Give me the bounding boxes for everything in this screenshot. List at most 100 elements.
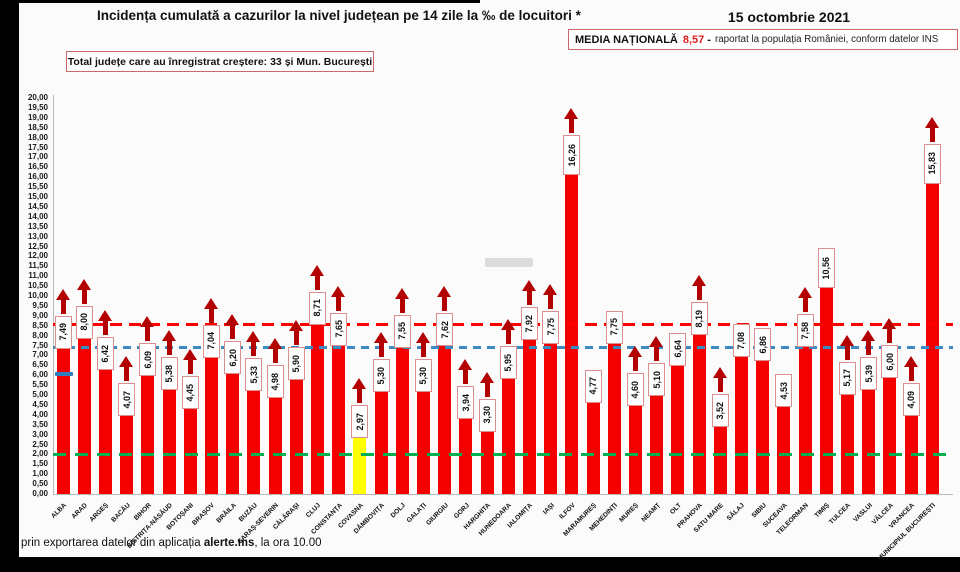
value-label-box: 7,08	[732, 323, 750, 357]
y-axis-tick: 15,50	[27, 182, 48, 192]
y-axis-tick: 0,50	[32, 479, 48, 489]
y-axis-tick: 5,50	[32, 380, 48, 390]
increase-arrow-icon	[649, 336, 664, 362]
x-axis-line	[53, 494, 953, 495]
report-date: 15 octombrie 2021	[727, 9, 851, 25]
value-label-box: 8,71	[308, 291, 326, 325]
increase-arrow-icon	[415, 332, 431, 358]
value-label-box: 4,45	[181, 375, 199, 409]
increase-arrow-icon	[903, 356, 919, 382]
increase-arrow-icon	[712, 367, 728, 393]
national-average-box: MEDIA NAȚIONALĂ 8,57 - raportat la popul…	[568, 29, 958, 50]
slide: Incidența cumulată a cazurilor la nivel …	[19, 0, 960, 563]
value-label-box: 5,90	[287, 347, 305, 381]
y-axis-tick: 0,00	[32, 489, 48, 498]
national-average-label: MEDIA NAȚIONALĂ	[575, 33, 678, 46]
increase-arrow-icon	[331, 285, 346, 311]
y-axis-tick: 7,50	[32, 340, 48, 350]
y-axis-tick: 11,00	[28, 271, 48, 281]
y-axis-tick: 3,50	[32, 419, 48, 429]
y-axis-tick: 5,00	[32, 390, 48, 399]
value-label-box: 4,98	[266, 365, 284, 399]
y-axis-tick: 12,50	[27, 241, 48, 251]
value-label-box: 8,19	[690, 301, 708, 335]
value-label-box: 7,65	[330, 312, 348, 346]
increase-arrow-icon	[309, 264, 325, 290]
y-axis-tick: 14,00	[27, 211, 48, 221]
y-axis-tick: 18,50	[27, 122, 48, 132]
y-axis-tick: 4,00	[32, 409, 48, 419]
increase-arrow-icon	[839, 334, 855, 360]
reference-line-reference-green	[53, 452, 953, 456]
increase-arrow-icon	[288, 320, 304, 346]
value-label-box: 15,83	[923, 143, 941, 184]
bar	[628, 402, 642, 494]
y-axis-tick: 6,00	[32, 370, 48, 380]
y-axis-tick: 1,00	[32, 469, 48, 479]
value-label-box: 10,56	[817, 247, 835, 288]
value-label-box: 4,77	[584, 369, 602, 403]
bar	[650, 393, 664, 494]
value-label-box: 5,10	[648, 363, 666, 397]
increase-arrow-icon	[882, 318, 897, 344]
value-label-box: 7,55	[393, 314, 411, 348]
increase-arrow-icon	[797, 286, 813, 312]
bar	[332, 342, 346, 494]
bar	[395, 344, 409, 494]
bar	[310, 321, 324, 494]
value-label-box: 7,75	[605, 310, 623, 344]
y-axis-tick: 19,50	[27, 102, 48, 112]
increase-arrow-icon	[352, 378, 367, 404]
increase-arrow-icon	[373, 332, 389, 358]
value-label-box: 4,53	[775, 374, 793, 408]
y-axis-tick: 20,00	[27, 93, 48, 102]
bar	[56, 345, 70, 494]
increase-arrow-icon	[76, 278, 92, 304]
footer-prefix: prin exportarea datelor din aplicația	[21, 537, 204, 549]
bar	[925, 180, 939, 494]
value-label-box: 6,00	[881, 345, 899, 379]
bar	[607, 340, 621, 494]
increase-arrow-icon	[119, 356, 134, 382]
bar	[777, 404, 791, 494]
value-label-box: 8,00	[75, 305, 93, 339]
bar	[522, 337, 536, 494]
increase-arrow-icon	[543, 283, 558, 309]
bar	[416, 389, 430, 494]
increase-arrow-icon	[437, 286, 452, 312]
value-label-box: 7,58	[796, 313, 814, 347]
bar	[734, 353, 748, 494]
bar	[586, 399, 600, 494]
increase-arrow-icon	[564, 108, 579, 134]
national-average-note: raportat la populația României, conform …	[714, 34, 939, 45]
blue-marker	[55, 372, 73, 376]
value-label-box: 5,30	[414, 359, 432, 393]
y-axis-tick: 9,00	[32, 310, 48, 320]
video-letterbox-edge	[0, 0, 480, 3]
y-axis-tick: 3,00	[32, 429, 48, 439]
increase-arrow-icon	[458, 358, 473, 384]
value-label-box: 6,64	[669, 332, 687, 366]
increase-arrow-icon	[627, 345, 643, 371]
value-label-box: 5,30	[372, 359, 390, 393]
value-label-box: 5,38	[160, 357, 178, 391]
value-label-box: 5,17	[838, 361, 856, 395]
bar	[501, 376, 515, 494]
y-axis-tick: 10,50	[27, 281, 48, 291]
increase-arrow-icon	[55, 288, 71, 314]
y-axis-tick: 15,00	[27, 192, 48, 201]
y-axis-tick: 2,00	[32, 449, 48, 459]
value-label-box: 4,07	[118, 383, 136, 417]
value-label-box: 6,42	[96, 336, 114, 370]
y-axis-tick: 17,00	[27, 152, 48, 162]
value-label-box: 7,62	[436, 313, 454, 347]
bar	[713, 424, 727, 494]
y-axis-tick: 4,50	[32, 399, 48, 409]
value-label-box: 2,97	[351, 405, 369, 439]
value-label-box: 3,30	[478, 398, 496, 432]
bar	[374, 389, 388, 494]
increase-arrow-icon	[97, 309, 113, 335]
y-axis-tick: 17,50	[27, 142, 48, 152]
y-axis-tick: 1,50	[32, 459, 48, 469]
increase-arrow-icon	[161, 330, 177, 356]
